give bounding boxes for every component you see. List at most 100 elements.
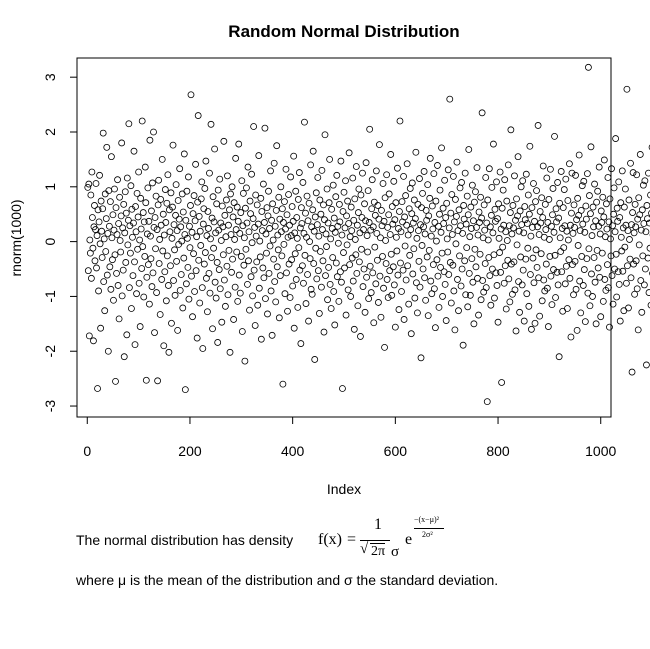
data-point [208, 254, 215, 261]
data-point [288, 256, 296, 264]
data-point [445, 224, 453, 232]
data-point [160, 342, 168, 350]
data-point [469, 278, 477, 286]
data-point [485, 254, 493, 261]
data-point [477, 193, 484, 201]
data-point [465, 146, 473, 153]
data-point [332, 259, 340, 267]
data-point [235, 271, 243, 279]
data-point [517, 183, 525, 191]
data-point [177, 271, 185, 278]
data-point [381, 194, 389, 202]
data-point [395, 306, 403, 313]
data-point [87, 274, 95, 282]
data-point [216, 285, 224, 293]
data-point [218, 318, 226, 326]
data-point [295, 244, 303, 252]
data-point [526, 142, 534, 150]
data-point [343, 241, 351, 249]
data-point [487, 211, 495, 219]
data-point [530, 180, 537, 187]
data-point [139, 243, 147, 250]
data-point [355, 258, 363, 266]
data-point [180, 254, 188, 262]
data-point [544, 323, 552, 330]
data-point [536, 312, 544, 320]
data-point [455, 307, 462, 315]
data-point [626, 236, 633, 243]
data-point [283, 211, 291, 219]
data-point [357, 191, 365, 199]
data-point [443, 199, 451, 207]
data-point [125, 120, 133, 128]
data-point [387, 250, 395, 258]
data-point [520, 229, 528, 237]
data-point [105, 187, 113, 195]
data-point [463, 244, 471, 252]
data-point [199, 220, 207, 228]
data-point [629, 209, 636, 216]
data-point [164, 171, 172, 179]
data-point [513, 195, 520, 203]
data-point [295, 169, 303, 176]
data-point [165, 348, 173, 356]
data-point [212, 294, 220, 302]
data-point [135, 279, 143, 287]
data-point [415, 227, 422, 235]
data-point [234, 297, 242, 305]
data-point [607, 235, 614, 243]
data-point [549, 211, 556, 219]
data-point [292, 276, 300, 283]
data-point [504, 256, 512, 264]
data-point [262, 295, 269, 303]
data-point [566, 160, 573, 168]
data-point [505, 275, 513, 283]
data-point [198, 178, 206, 186]
data-point [93, 264, 100, 272]
data-point [388, 291, 396, 299]
data-point [85, 180, 93, 188]
data-point [388, 203, 396, 210]
data-point [634, 326, 642, 334]
data-point [215, 266, 223, 273]
data-point [131, 341, 139, 349]
data-point [464, 211, 472, 219]
data-point [476, 219, 483, 226]
data-point [95, 287, 102, 295]
data-point [102, 215, 110, 222]
data-point [532, 246, 540, 254]
data-point [155, 260, 163, 267]
data-point [516, 308, 523, 316]
data-point [518, 281, 526, 289]
data-point [502, 228, 510, 236]
data-point [249, 292, 257, 300]
data-point [597, 207, 605, 215]
data-point [578, 182, 586, 190]
x-tick-label: 800 [486, 443, 510, 459]
data-point [167, 189, 175, 197]
data-point [138, 265, 146, 272]
data-point [310, 227, 318, 235]
data-point [164, 282, 172, 289]
data-point [224, 291, 232, 299]
data-point [174, 197, 182, 204]
data-point [494, 215, 501, 222]
data-point [426, 194, 434, 202]
data-point [437, 228, 445, 236]
data-point [358, 245, 365, 253]
data-point [309, 206, 317, 214]
data-point [543, 284, 551, 292]
data-point [604, 261, 611, 269]
data-point [248, 170, 255, 178]
data-point [444, 166, 452, 174]
data-point [446, 95, 454, 103]
data-point [355, 185, 363, 193]
data-point [567, 333, 575, 341]
data-point [183, 187, 191, 195]
data-point [573, 216, 580, 224]
data-point [612, 250, 620, 258]
data-point [135, 168, 143, 176]
data-point [162, 219, 170, 226]
data-point [364, 248, 372, 256]
data-point [562, 175, 570, 183]
